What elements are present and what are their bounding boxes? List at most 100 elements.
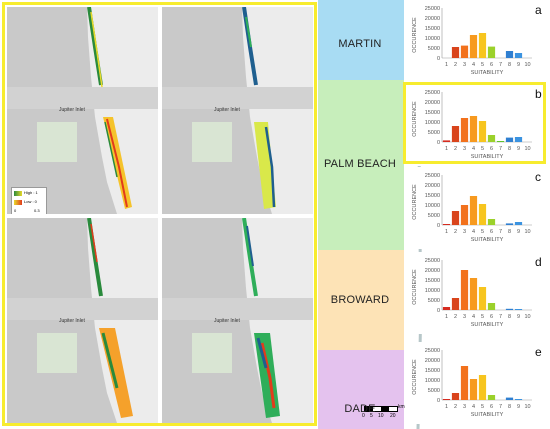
scale-bar-graphic [364,406,398,412]
histogram-bar [451,298,460,310]
x-tick-label: 5 [481,404,484,410]
histogram-bar [460,366,469,400]
histogram-c: 0 5000 10000 15000 20000 25000 1 2 3 4 5 6 7 8 9 10 SUIT… [404,167,546,249]
histogram-bar [469,278,478,310]
x-tick-label: 2 [454,404,457,410]
x-tick-label: 3 [463,146,466,152]
histogram-e-svg: 0 5000 10000 15000 20000 25000 1 2 3 4 5 6 7 8 9 10 SUIT… [412,345,542,418]
histogram-bar [478,121,487,142]
y-tick-label: 25000 [425,258,440,264]
x-tick-label: 6 [490,62,493,68]
map-panel-bottom-right: Jupiter Inlet [162,218,313,423]
histogram-bar [478,287,487,310]
histogram-bar [514,222,523,225]
map-bottom-left-graphic [7,218,158,423]
scale-tick-0: 0 [362,413,365,419]
x-tick-label: 5 [481,146,484,152]
histogram-e: 0 5000 10000 15000 20000 25000 1 2 3 4 5 6 7 8 9 10 SUIT… [404,342,546,424]
x-tick-label: 3 [463,62,466,68]
y-tick-label: 5000 [428,298,440,304]
histogram-bar [451,47,460,58]
x-tick-label: 10 [524,229,530,235]
histogram-bar [469,35,478,58]
x-tick-label: 4 [472,404,475,410]
histogram-bar [487,135,496,142]
scale-bar: 0 5 10 20 km [360,404,405,424]
histogram-bar [487,303,496,310]
histogram-bar [460,118,469,142]
histogram-bar [460,45,469,58]
y-tick-label: 25000 [425,173,440,179]
histogram-bar [505,51,514,58]
histogram-bar [505,223,514,225]
x-axis-title: SUITABILITY [471,322,504,328]
histogram-bar [514,309,523,310]
x-tick-label: 5 [481,314,484,320]
y-tick-label: 0 [437,223,440,229]
x-tick-label: 10 [524,146,530,152]
y-tick-label: 20000 [425,268,440,274]
panel-letter: a [535,3,542,17]
histogram-bar [469,379,478,400]
y-tick-label: 15000 [425,26,440,32]
histogram-bar [442,307,451,310]
histogram-bar [478,204,487,225]
x-tick-label: 9 [517,62,520,68]
x-axis-title: SUITABILITY [471,237,504,243]
x-tick-label: 1 [445,146,448,152]
x-tick-label: 10 [524,62,530,68]
map-bottom-right-graphic [162,218,313,423]
region-band-palm-beach [318,80,404,250]
x-tick-label: 6 [490,314,493,320]
scale-unit: km [398,404,405,410]
x-axis-title: SUITABILITY [471,412,504,418]
y-tick-label: 15000 [425,193,440,199]
y-tick-label: 20000 [425,183,440,189]
jupiter-inlet-label: Jupiter Inlet [59,107,85,113]
y-tick-label: 25000 [425,90,440,96]
region-band-martin [318,0,404,80]
region-label: PALM BEACH [323,158,397,170]
legend-scale-end: 0.3 [34,208,40,213]
suitability-map-collage: Jupiter Inlet High : 1 Low : 0 0 0.3 Jup… [2,2,317,426]
y-axis-title: OCCURENCE [412,184,418,220]
x-tick-label: 1 [445,229,448,235]
y-tick-label: 20000 [425,16,440,22]
x-tick-label: 8 [508,314,511,320]
y-tick-label: 20000 [425,358,440,364]
map-panel-top-left: Jupiter Inlet High : 1 Low : 0 0 0.3 [7,7,158,214]
y-tick-label: 10000 [425,203,440,209]
highlight-frame [403,82,546,164]
x-axis-title: SUITABILITY [471,70,504,76]
x-tick-label: 7 [499,229,502,235]
scale-tick-1: 5 [370,413,373,419]
y-tick-label: 5000 [428,130,440,136]
scale-tick-3: 20 [390,413,396,419]
legend-low-swatch [14,200,22,205]
histogram-bar [514,53,523,58]
histogram-bar [451,393,460,400]
histogram-b: 0 5000 10000 15000 20000 25000 1 2 3 4 5 6 7 8 9 10 SUIT… [404,84,546,166]
y-tick-label: 20000 [425,100,440,106]
histogram-bar [442,399,451,400]
jupiter-inlet-label: Jupiter Inlet [214,318,240,324]
y-axis-title: OCCURENCE [412,269,418,305]
x-tick-label: 2 [454,314,457,320]
y-tick-label: 0 [437,308,440,314]
histogram-bar [451,211,460,225]
jupiter-inlet-label: Jupiter Inlet [59,318,85,324]
x-tick-label: 7 [499,314,502,320]
y-axis-title: OCCURENCE [412,17,418,53]
map-top-left-graphic [7,7,158,214]
legend-scale-start: 0 [14,208,17,213]
x-tick-label: 4 [472,146,475,152]
x-tick-label: 6 [490,146,493,152]
histogram-bar [442,140,451,142]
panel-letter: c [535,170,541,184]
legend-low-label: Low : 0 [24,199,37,204]
histogram-bar [505,308,514,310]
x-tick-label: 7 [499,404,502,410]
x-tick-label: 2 [454,62,457,68]
x-tick-label: 1 [445,404,448,410]
panel-letter: e [535,345,542,359]
